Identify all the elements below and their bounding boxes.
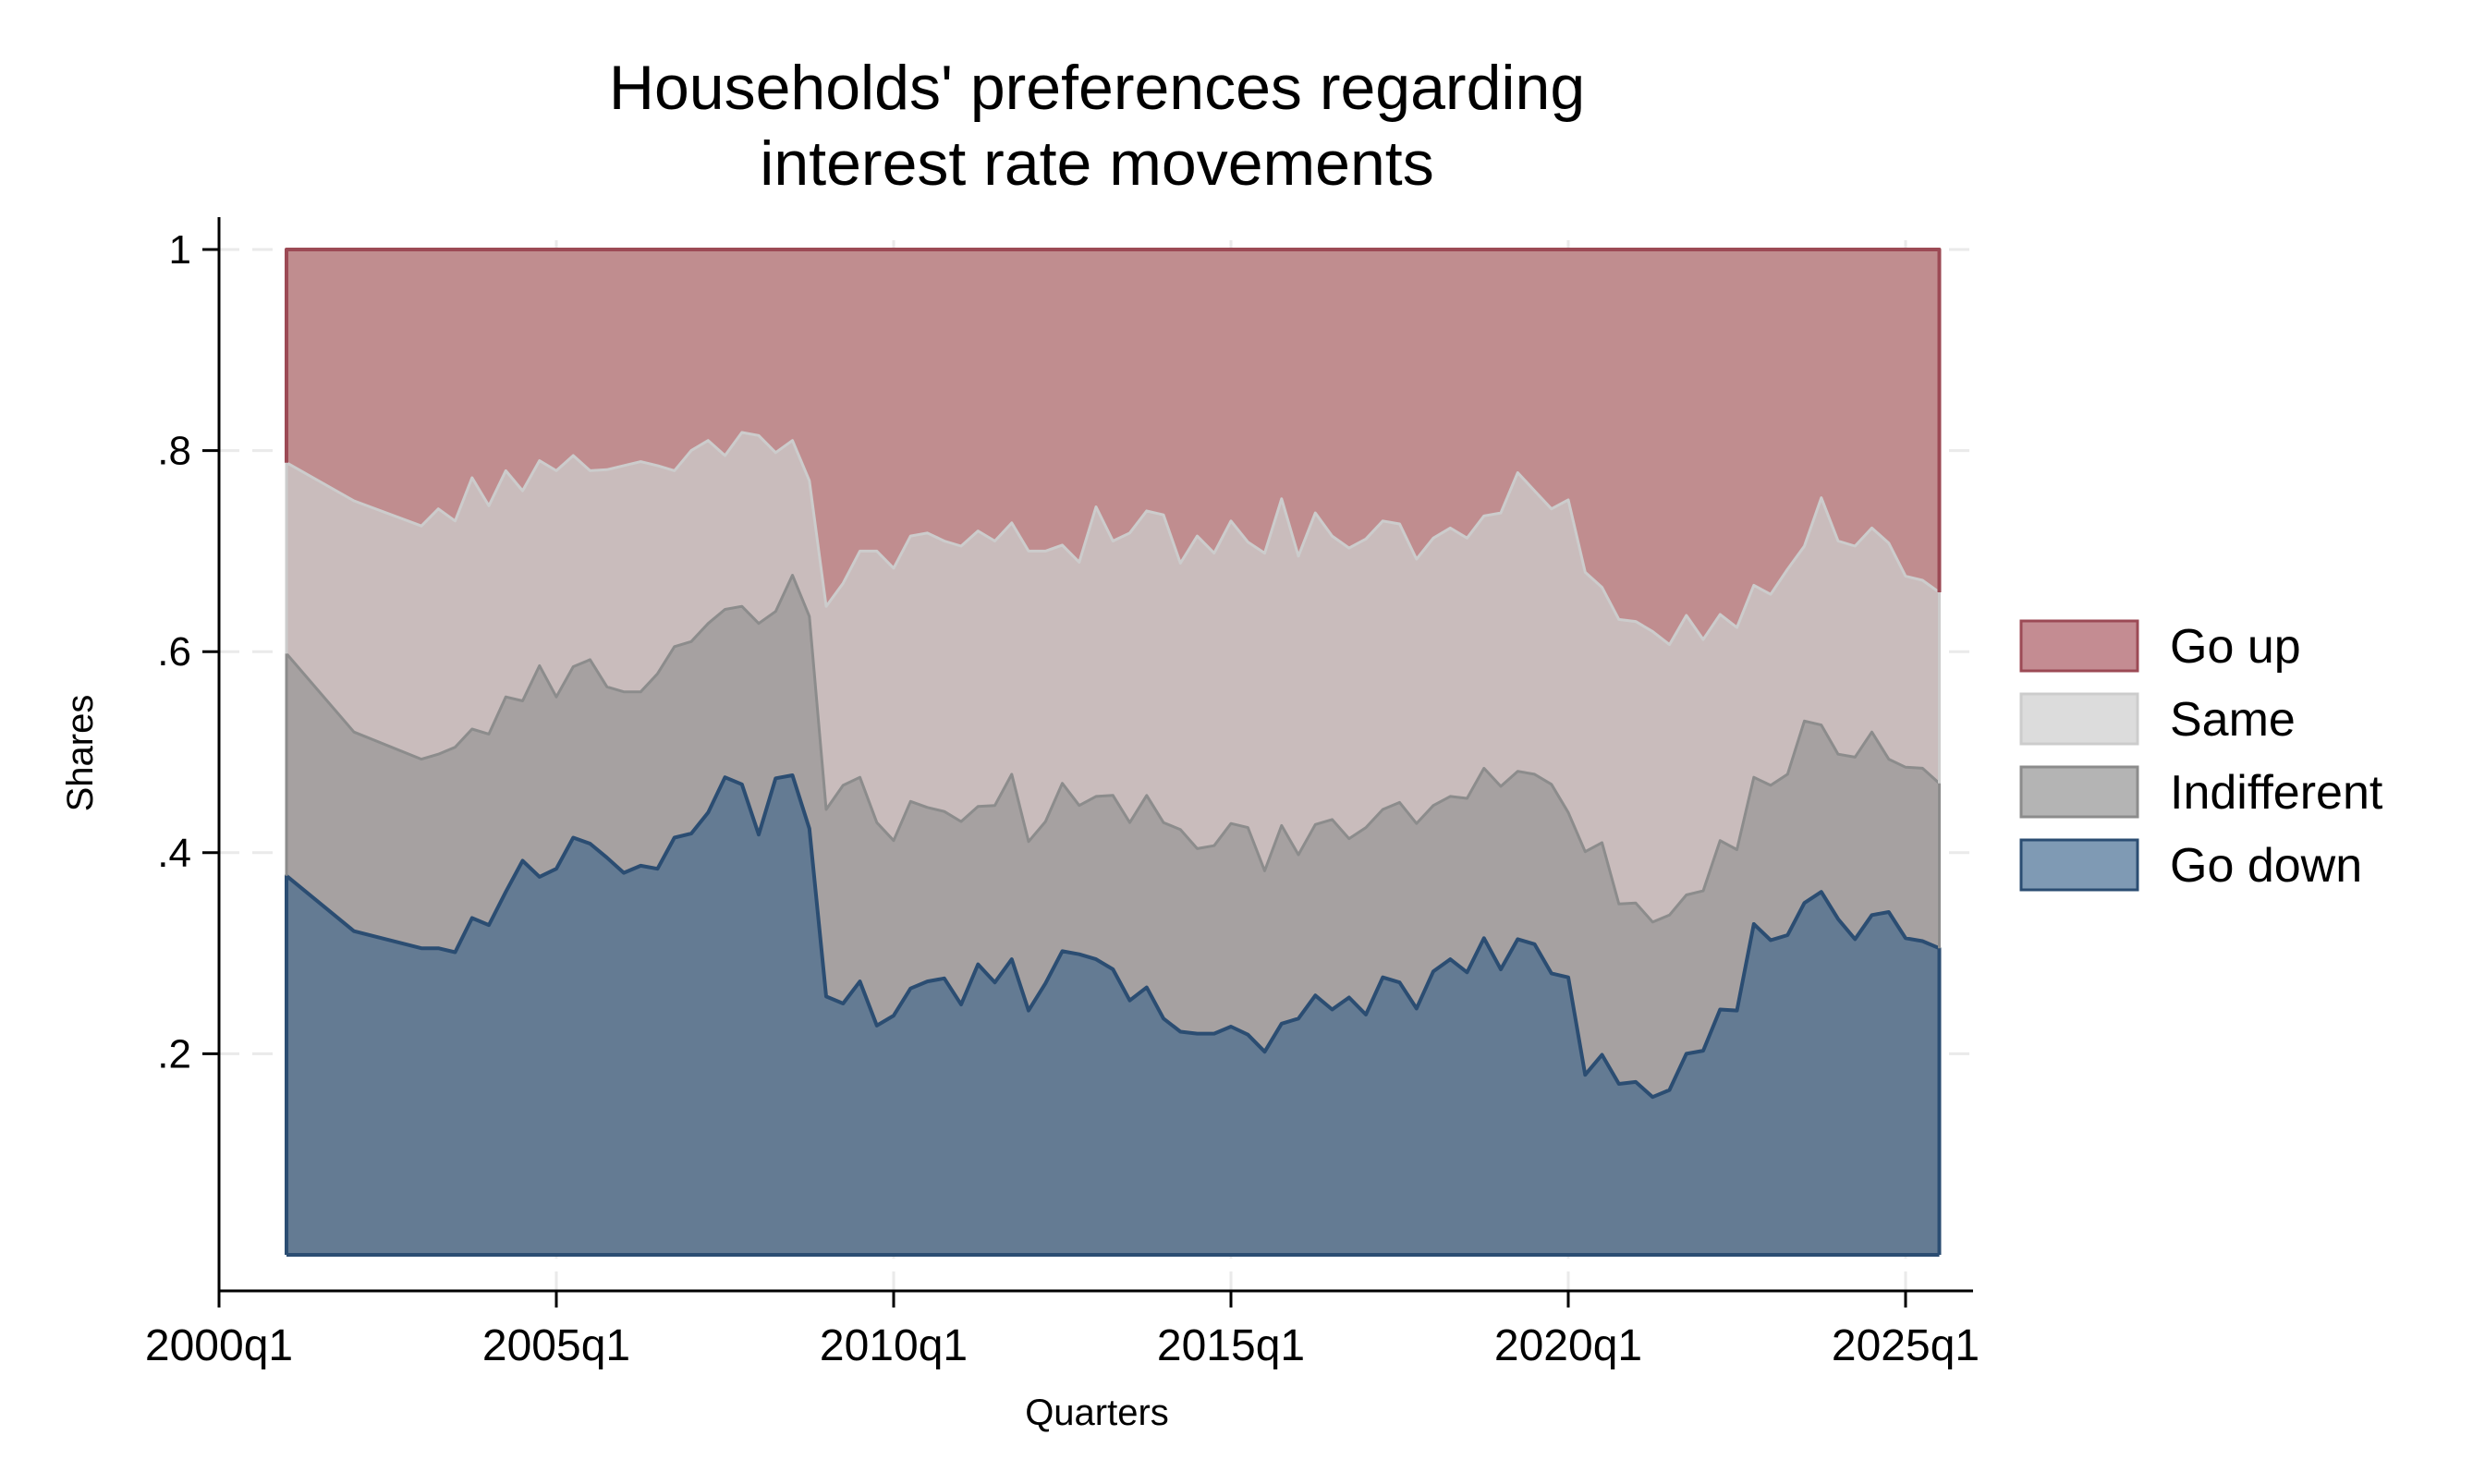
- y-tick-label: 1: [169, 227, 191, 273]
- y-tick-label: .4: [157, 831, 191, 876]
- legend-swatch-indifferent: [2019, 765, 2139, 819]
- stacked-areas: [285, 248, 1942, 1257]
- series-line-same: [285, 431, 1941, 784]
- area-same: [286, 432, 1940, 922]
- series-line-indifferent: [285, 574, 1941, 949]
- legend-label-same: Same: [2170, 693, 2296, 747]
- area-indifferent: [286, 575, 1940, 1098]
- series-line-go-up: [285, 248, 1942, 592]
- legend-swatch-go-down: [2019, 838, 2139, 892]
- legend-label-go-up: Go up: [2170, 620, 2301, 674]
- x-tick-label: 2000q1: [145, 1321, 293, 1370]
- y-tick-label: .2: [157, 1031, 191, 1077]
- legend-label-go-down: Go down: [2170, 839, 2362, 893]
- x-tick-label: 2020q1: [1494, 1321, 1642, 1370]
- y-axis-label: Shares: [60, 695, 101, 812]
- legend-label-indifferent: Indifferent: [2170, 766, 2383, 820]
- x-tick-label: 2025q1: [1832, 1321, 1980, 1370]
- x-axis-label: Quarters: [1025, 1393, 1169, 1433]
- x-tick-label: 2015q1: [1157, 1321, 1305, 1370]
- y-tick-label: .6: [157, 629, 191, 675]
- chart-title-line-2: interest rate movements: [760, 128, 1433, 199]
- legend-swatch-go-up: [2019, 619, 2139, 673]
- axes: [217, 217, 1973, 1293]
- y-tick-label: .8: [157, 429, 191, 474]
- area-go-up: [286, 249, 1940, 645]
- chart-title-line-1: Households' preferences regarding: [609, 53, 1585, 123]
- x-tick-label: 2010q1: [820, 1321, 968, 1370]
- x-tick-label: 2005q1: [482, 1321, 630, 1370]
- tick-labels: 1 .8 .6 .4 .2 2000q1 2005q1 2010q1 2015q1 2020q1 2…: [145, 227, 1980, 1370]
- series-line-go-down: [285, 773, 1942, 1255]
- legend-swatch-same: [2019, 692, 2139, 746]
- legend: Go up Same Indifferent Go down: [2019, 619, 2383, 893]
- area-go-down: [286, 775, 1940, 1255]
